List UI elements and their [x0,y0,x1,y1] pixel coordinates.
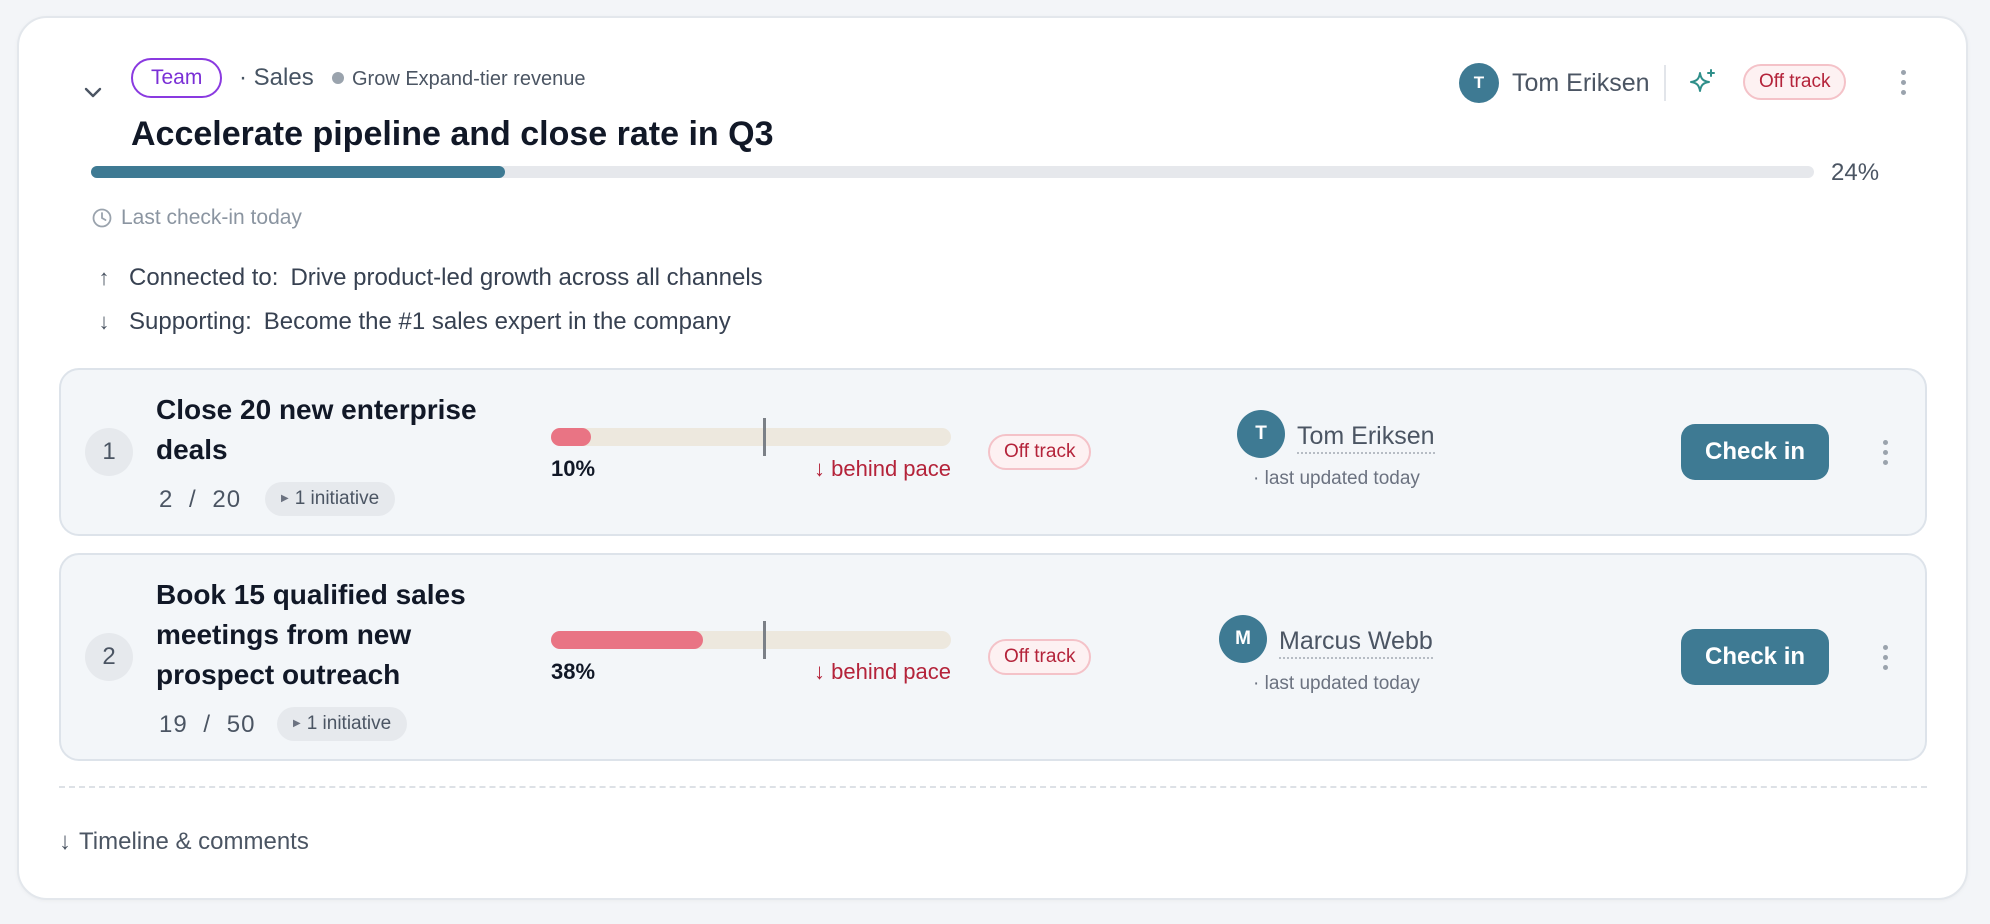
objective-progress-fill [91,166,505,178]
triangle-right-icon: ▶ [281,493,289,504]
kr-progress-percent: 38% [551,659,596,684]
kr-pace-label: ↓ behind pace [814,659,951,684]
kr-current: 19 [159,711,188,738]
kr-progress-fill [551,631,703,649]
arrow-down-icon: ↓ [59,828,71,855]
connected-label: Connected to: [129,264,279,291]
kr-menu-button[interactable] [1873,432,1897,472]
kr-owner-name[interactable]: Tom Eriksen [1297,420,1435,454]
chevron-down-icon [84,87,102,98]
kebab-menu-icon [1882,439,1888,445]
kebab-menu-icon [1882,644,1888,650]
objective-menu-button[interactable] [1891,62,1915,102]
sparkle-icon [1690,69,1715,92]
kr-current: 2 [159,486,174,513]
arrow-down-icon: ↓ [98,309,110,334]
initiatives-toggle[interactable]: ▶ 1 initiative [277,707,408,741]
initiatives-label: 1 initiative [306,713,392,734]
kr-number: 2 [85,633,133,681]
timeline-label: Timeline & comments [79,828,309,855]
ai-assist-button[interactable] [1683,62,1723,102]
parent-goal-link[interactable]: Grow Expand-tier revenue [352,68,586,90]
triangle-right-icon: ▶ [293,718,301,729]
clock-icon [92,208,112,228]
timeline-comments-toggle[interactable]: ↓ Timeline & comments [59,826,309,858]
kr-target: 50 [226,711,256,738]
owner-avatar: T [1459,63,1499,103]
check-in-button[interactable]: Check in [1681,629,1829,685]
supporting-label: Supporting: [129,308,252,335]
kr-owner-avatar: M [1219,615,1267,663]
kr-progress-fill [551,428,591,446]
connected-goal-link[interactable]: Drive product-led growth across all chan… [290,264,763,291]
objective-card: Team · Sales Grow Expand-tier revenue Ac… [17,16,1968,900]
kr-owner-name[interactable]: Marcus Webb [1279,625,1433,659]
connected-to-row: ↑ Connected to: Drive product-led growth… [93,262,763,294]
kr-separator: / [203,711,212,738]
collapse-toggle[interactable] [69,68,117,116]
kr-pace-marker [763,418,766,456]
arrow-up-icon: ↑ [98,265,110,290]
kr-count: 2 / 20 [159,484,241,516]
kr-count: 19 / 50 [159,709,255,741]
kr-menu-button[interactable] [1873,637,1897,677]
check-in-button[interactable]: Check in [1681,424,1829,480]
kr-progress-percent: 10% [551,456,596,481]
kr-last-updated: · last updated today [1253,468,1420,489]
kr-title[interactable]: Close 20 new enterprise deals [156,394,477,465]
kr-progress-bar [551,621,951,659]
initiatives-label: 1 initiative [294,488,380,509]
kr-owner-avatar: T [1237,410,1285,458]
kr-status-badge: Off track [988,434,1092,470]
header-divider [1664,65,1666,101]
kr-title[interactable]: Book 15 qualified sales meetings from ne… [156,579,466,690]
kr-last-updated: · last updated today [1253,673,1420,694]
last-checkin: Last check-in today [121,206,302,229]
key-result-row: 1 Close 20 new enterprise deals 2 / 20 ▶… [59,368,1927,536]
objective-title: Accelerate pipeline and close rate in Q3 [131,115,774,153]
kr-progress-bar [551,418,951,456]
key-result-row: 2 Book 15 qualified sales meetings from … [59,553,1927,761]
supporting-goal-link[interactable]: Become the #1 sales expert in the compan… [263,308,731,335]
initiatives-toggle[interactable]: ▶ 1 initiative [265,482,396,516]
owner-name[interactable]: Tom Eriksen [1512,69,1650,97]
kr-pace-label: ↓ behind pace [814,456,951,481]
kr-target: 20 [212,486,242,513]
objective-progress-bar [91,166,1814,178]
section-divider [59,786,1927,788]
kebab-menu-icon [1900,69,1906,75]
kr-separator: / [189,486,197,513]
kr-number: 1 [85,428,133,476]
status-badge: Off track [1743,64,1847,100]
department-label: · Sales [239,64,314,91]
team-tag: Team [131,58,223,98]
parent-goal-dot [332,72,344,84]
kr-pace-marker [763,621,766,659]
supporting-row: ↓ Supporting: Become the #1 sales expert… [93,306,731,338]
kr-status-badge: Off track [988,639,1092,675]
objective-progress-percent: 24% [1831,159,1880,186]
